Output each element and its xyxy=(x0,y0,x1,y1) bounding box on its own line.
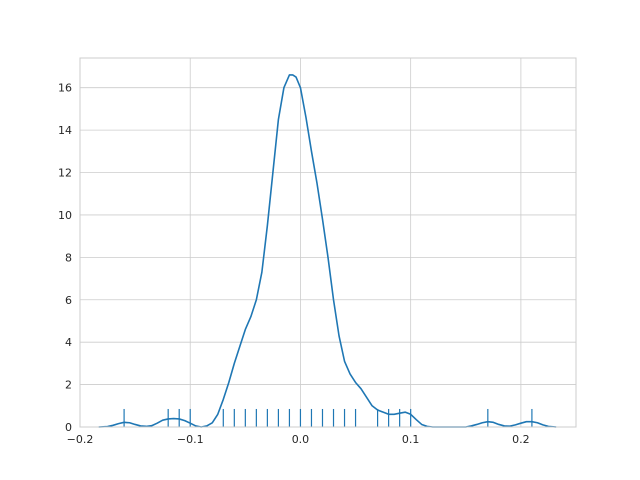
x-tick-label: 0.1 xyxy=(402,433,420,446)
y-tick-label: 6 xyxy=(65,294,72,307)
y-tick-label: 12 xyxy=(58,167,72,180)
x-tick-label: −0.1 xyxy=(177,433,204,446)
y-axis-ticks: 0 2 4 6 8 10 12 14 16 xyxy=(58,82,72,434)
y-tick-label: 10 xyxy=(58,209,72,222)
y-tick-label: 16 xyxy=(58,82,72,95)
x-tick-label: −0.2 xyxy=(67,433,94,446)
kde-line xyxy=(98,74,557,428)
y-tick-label: 0 xyxy=(65,421,72,434)
grid-lines xyxy=(79,58,576,428)
y-tick-label: 2 xyxy=(65,379,72,392)
y-tick-label: 14 xyxy=(58,124,72,137)
x-axis-ticks: −0.2 −0.1 0.0 0.1 0.2 xyxy=(67,433,530,446)
y-tick-label: 8 xyxy=(65,251,72,264)
x-tick-label: 0.2 xyxy=(512,433,530,446)
rug-series xyxy=(123,408,533,427)
x-tick-label: 0.0 xyxy=(292,433,310,446)
y-tick-label: 4 xyxy=(65,336,72,349)
plot-frame xyxy=(79,57,577,428)
